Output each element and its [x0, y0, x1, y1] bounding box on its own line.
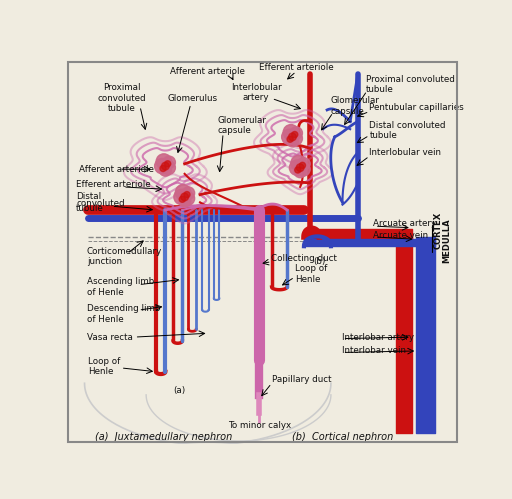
Circle shape [176, 185, 191, 200]
Text: Ascending limb
of Henle: Ascending limb of Henle [87, 277, 154, 297]
Text: (b): (b) [313, 257, 326, 266]
Text: Loop of
Henle: Loop of Henle [89, 357, 121, 376]
Text: (a): (a) [173, 387, 185, 396]
Circle shape [160, 165, 166, 172]
Text: Afferent arteriole: Afferent arteriole [79, 165, 154, 174]
Circle shape [289, 160, 305, 175]
Circle shape [296, 164, 304, 172]
Text: Efferent arteriole: Efferent arteriole [76, 180, 151, 189]
Circle shape [300, 162, 306, 169]
Circle shape [296, 162, 310, 176]
Text: Papillary duct: Papillary duct [272, 375, 331, 384]
Text: Interlobar artery: Interlobar artery [343, 332, 415, 342]
Text: Corticomedullary
junction: Corticomedullary junction [87, 247, 162, 266]
Text: MEDULLA: MEDULLA [442, 219, 452, 263]
Text: Proximal convoluted
tubule: Proximal convoluted tubule [366, 75, 455, 94]
Text: Glomerulus: Glomerulus [167, 94, 218, 103]
Circle shape [292, 132, 298, 138]
Circle shape [289, 132, 303, 145]
Circle shape [161, 162, 169, 170]
Text: Efferent arteriole: Efferent arteriole [259, 63, 334, 72]
Text: Proximal
convoluted
tubule: Proximal convoluted tubule [97, 83, 146, 113]
Circle shape [181, 192, 195, 206]
Circle shape [165, 161, 171, 167]
Circle shape [283, 125, 298, 140]
Circle shape [294, 165, 306, 178]
Text: Arcuate vein: Arcuate vein [373, 231, 429, 240]
Text: convoluted: convoluted [76, 199, 125, 208]
Circle shape [174, 189, 189, 205]
Text: Glomerular
capsule: Glomerular capsule [331, 96, 380, 116]
Circle shape [179, 195, 191, 207]
Text: Interlobar vein: Interlobar vein [343, 346, 407, 355]
Circle shape [290, 127, 303, 139]
Circle shape [298, 158, 310, 170]
Text: Arcuate artery: Arcuate artery [373, 219, 436, 228]
Circle shape [181, 193, 188, 201]
Circle shape [291, 155, 306, 171]
Text: Descending limb
of Henle: Descending limb of Henle [87, 304, 160, 324]
Text: Distal convoluted
tubule: Distal convoluted tubule [370, 121, 446, 140]
Text: tubule: tubule [76, 204, 104, 213]
Text: Interlobular vein: Interlobular vein [370, 148, 441, 157]
Circle shape [286, 135, 298, 147]
Text: Glomerular
capsule: Glomerular capsule [218, 116, 267, 135]
Circle shape [287, 136, 293, 142]
Circle shape [155, 159, 170, 174]
Text: CORTEX: CORTEX [433, 212, 442, 250]
Text: (b)  Cortical nephron: (b) Cortical nephron [292, 432, 393, 442]
Text: (a)  Juxtamedullary nephron: (a) Juxtamedullary nephron [95, 432, 232, 442]
Text: Interlobular
artery: Interlobular artery [231, 82, 282, 102]
Circle shape [282, 129, 297, 145]
Circle shape [295, 167, 301, 173]
Circle shape [163, 156, 176, 169]
Circle shape [156, 154, 172, 169]
Text: Afferent arteriole: Afferent arteriole [170, 67, 245, 76]
Text: Collecting duct: Collecting duct [271, 254, 337, 263]
Text: To minor calyx: To minor calyx [228, 421, 291, 430]
Circle shape [161, 161, 176, 175]
Circle shape [179, 196, 185, 202]
Circle shape [289, 133, 296, 141]
Text: Vasa recta: Vasa recta [87, 332, 133, 342]
Circle shape [182, 187, 195, 199]
Text: Loop of
Henle: Loop of Henle [295, 264, 327, 283]
Circle shape [159, 164, 172, 176]
Text: Pentubular capillaries: Pentubular capillaries [370, 103, 464, 112]
Text: Distal: Distal [76, 193, 101, 202]
Circle shape [184, 192, 190, 198]
